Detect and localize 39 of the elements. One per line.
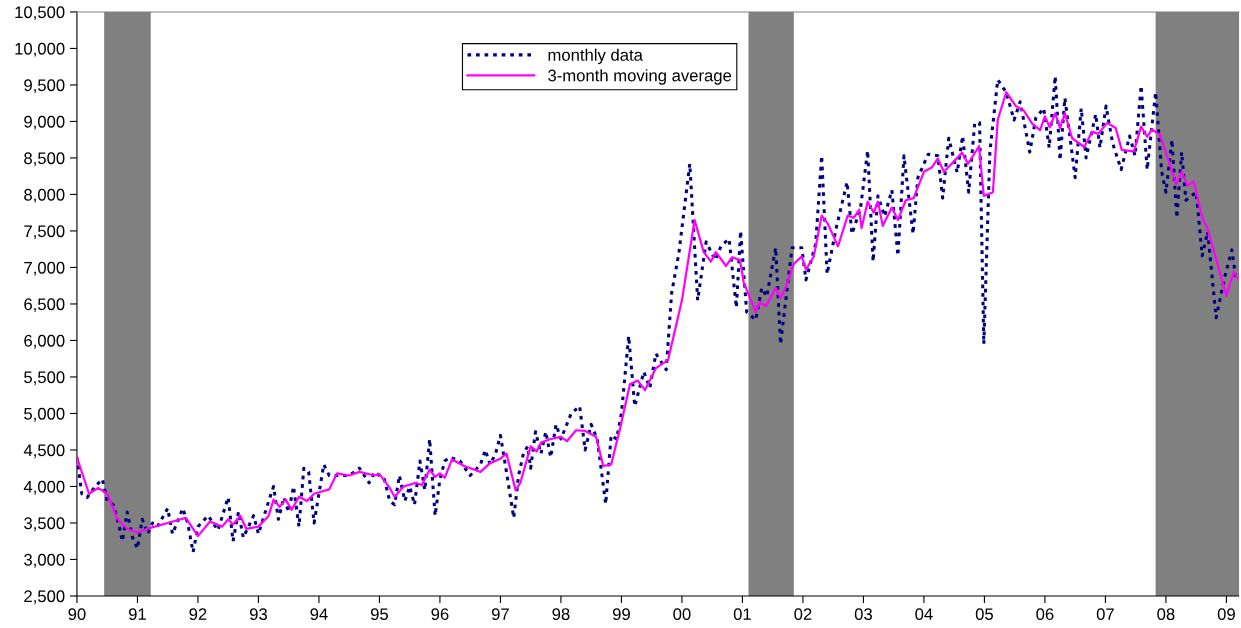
x-tick-label: 03 [854, 608, 872, 621]
y-tick-label: 7,000 [24, 261, 65, 276]
y-tick-label: 10,000 [15, 42, 65, 57]
x-tick-label: 07 [1096, 608, 1114, 621]
y-tick-label: 5,500 [24, 371, 65, 386]
legend-label: monthly data [548, 48, 643, 65]
y-tick-label: 3,000 [24, 553, 65, 568]
y-tick-label: 8,000 [24, 188, 65, 203]
x-tick-label: 06 [1036, 608, 1054, 621]
y-tick-label: 6,500 [24, 298, 65, 313]
y-tick-label: 2,500 [24, 590, 65, 605]
x-tick-label: 90 [68, 608, 86, 621]
x-tick-label: 92 [189, 608, 207, 621]
y-tick-label: 4,500 [23, 444, 65, 459]
y-tick-label: 3,500 [24, 517, 65, 532]
y-tick-label: 4,000 [23, 480, 65, 495]
x-tick-label: 00 [673, 608, 691, 621]
legend-label: 3-month moving average [548, 69, 732, 85]
y-tick-label: 9,500 [24, 79, 65, 94]
x-tick-label: 01 [733, 608, 751, 621]
y-tick-label: 10,500 [15, 6, 65, 21]
x-tick-label: 98 [552, 608, 570, 621]
x-tick-label: 04 [915, 608, 933, 621]
y-tick-label: 6,000 [24, 334, 65, 349]
x-tick-label: 95 [370, 608, 389, 621]
x-tick-label: 99 [612, 608, 630, 621]
x-tick-label: 05 [975, 608, 993, 621]
y-tick-label: 5,000 [24, 407, 65, 422]
x-tick-label: 08 [1157, 608, 1175, 621]
x-tick-label: 93 [249, 608, 267, 621]
y-tick-label: 7,500 [24, 225, 65, 240]
x-tick-label: 97 [491, 608, 509, 621]
y-tick-label: 9,000 [24, 115, 65, 130]
y-tick-label: 8,500 [24, 152, 65, 167]
x-tick-label: 96 [431, 608, 449, 621]
x-tick-label: 91 [128, 608, 146, 621]
x-tick-label: 09 [1217, 608, 1235, 621]
x-tick-label: 94 [310, 608, 328, 621]
x-tick-label: 02 [794, 608, 812, 621]
